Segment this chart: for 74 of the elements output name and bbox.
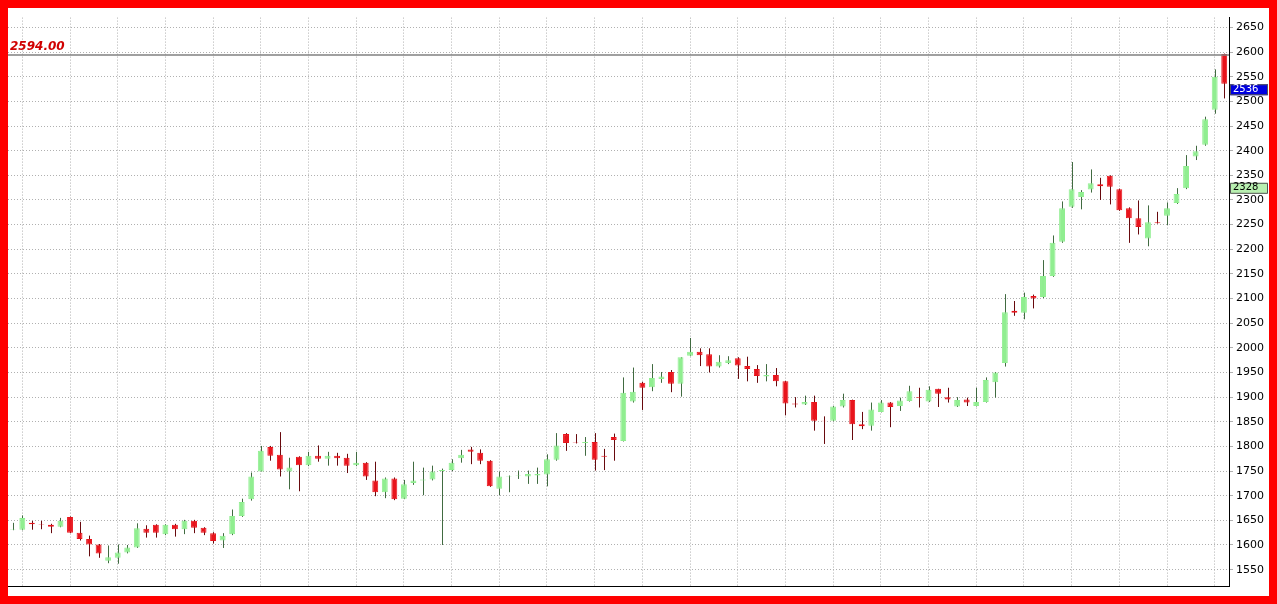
y-tick-label: 1950 bbox=[1236, 365, 1265, 379]
y-tick-label: 1850 bbox=[1236, 414, 1265, 428]
candlestick bbox=[343, 453, 350, 474]
candlestick bbox=[992, 371, 999, 399]
y-tick-label: 2300 bbox=[1236, 192, 1265, 206]
y-tick-label: 1900 bbox=[1236, 389, 1265, 403]
candlestick bbox=[1087, 168, 1094, 194]
y-tick-label: 2350 bbox=[1236, 168, 1265, 182]
y-tick-label: 2550 bbox=[1236, 69, 1265, 83]
y-tick-label: 2050 bbox=[1236, 316, 1265, 330]
text: 2328 bbox=[1233, 181, 1259, 193]
candlestick bbox=[410, 461, 417, 486]
candlestick bbox=[114, 544, 121, 565]
candlestick bbox=[1068, 161, 1075, 209]
candlestick bbox=[1202, 116, 1209, 147]
y-tick-label: 2150 bbox=[1236, 266, 1265, 280]
candlestick bbox=[868, 402, 875, 432]
candlestick bbox=[982, 376, 989, 404]
y-tick-label: 1800 bbox=[1236, 439, 1265, 453]
candlestick bbox=[391, 476, 398, 501]
candlestick bbox=[229, 509, 236, 536]
candlestick bbox=[772, 367, 779, 387]
candlestick bbox=[1078, 189, 1085, 210]
candlestick bbox=[811, 395, 818, 432]
candlestick bbox=[1040, 259, 1046, 299]
candlestick bbox=[544, 453, 550, 487]
candlestick bbox=[133, 522, 140, 549]
y-tick-label: 2600 bbox=[1236, 44, 1265, 58]
y-tick-label: 2000 bbox=[1236, 340, 1265, 354]
candlestick bbox=[629, 367, 636, 404]
candlestick bbox=[648, 363, 655, 392]
y-tick-label: 2450 bbox=[1236, 118, 1265, 132]
candlestick bbox=[381, 476, 388, 499]
candlestick bbox=[591, 432, 598, 472]
candlestick bbox=[744, 356, 751, 382]
candlestick bbox=[76, 521, 83, 542]
candlestick bbox=[1106, 174, 1113, 205]
candlestick bbox=[286, 457, 293, 490]
candlestick bbox=[86, 535, 93, 557]
candlestick bbox=[849, 399, 856, 441]
candlestick bbox=[276, 431, 283, 477]
candlestick bbox=[439, 468, 445, 546]
y-tick-label: 2250 bbox=[1236, 217, 1265, 231]
y-tick-label: 1700 bbox=[1236, 488, 1265, 502]
y-tick-label: 1550 bbox=[1236, 562, 1265, 576]
candlestick bbox=[372, 461, 379, 497]
candlestick bbox=[1020, 292, 1027, 320]
candlestick bbox=[668, 369, 674, 393]
y-tick-label: 1750 bbox=[1236, 463, 1265, 477]
candlestick bbox=[1164, 201, 1170, 226]
ref-line-label: 2594.00 bbox=[10, 39, 65, 54]
y-tick-label: 1650 bbox=[1236, 513, 1265, 527]
candlestick bbox=[496, 471, 503, 496]
candlestick bbox=[639, 381, 646, 411]
candlestick bbox=[238, 498, 245, 518]
y-tick-label: 2500 bbox=[1236, 94, 1265, 108]
y-tick-label: 2400 bbox=[1236, 143, 1265, 157]
candlestick bbox=[1125, 206, 1132, 244]
text: 2536 bbox=[1233, 82, 1259, 94]
candlestick bbox=[734, 356, 741, 380]
candlestick bbox=[782, 380, 789, 416]
candlestick bbox=[610, 433, 617, 462]
y-tick-label: 2100 bbox=[1236, 291, 1265, 305]
candlestick bbox=[295, 455, 302, 492]
candlestick bbox=[1144, 204, 1151, 247]
y-tick-label: 1600 bbox=[1236, 537, 1265, 551]
candlestick bbox=[257, 445, 264, 473]
candlestick bbox=[1183, 154, 1190, 190]
candlestick bbox=[1135, 199, 1142, 235]
y-tick-label: 2200 bbox=[1236, 242, 1265, 256]
candlestick bbox=[706, 347, 713, 373]
candlestick bbox=[486, 459, 493, 488]
candlestick bbox=[248, 472, 255, 502]
y-tick-label: 2650 bbox=[1236, 20, 1265, 34]
